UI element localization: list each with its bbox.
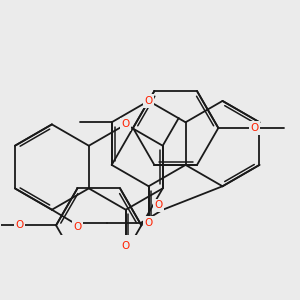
- Text: O: O: [145, 218, 153, 227]
- Text: O: O: [122, 241, 130, 251]
- Text: O: O: [145, 96, 153, 106]
- Text: O: O: [122, 119, 130, 129]
- Text: O: O: [16, 220, 24, 230]
- Text: O: O: [154, 200, 163, 211]
- Text: O: O: [74, 222, 82, 232]
- Text: O: O: [250, 123, 259, 133]
